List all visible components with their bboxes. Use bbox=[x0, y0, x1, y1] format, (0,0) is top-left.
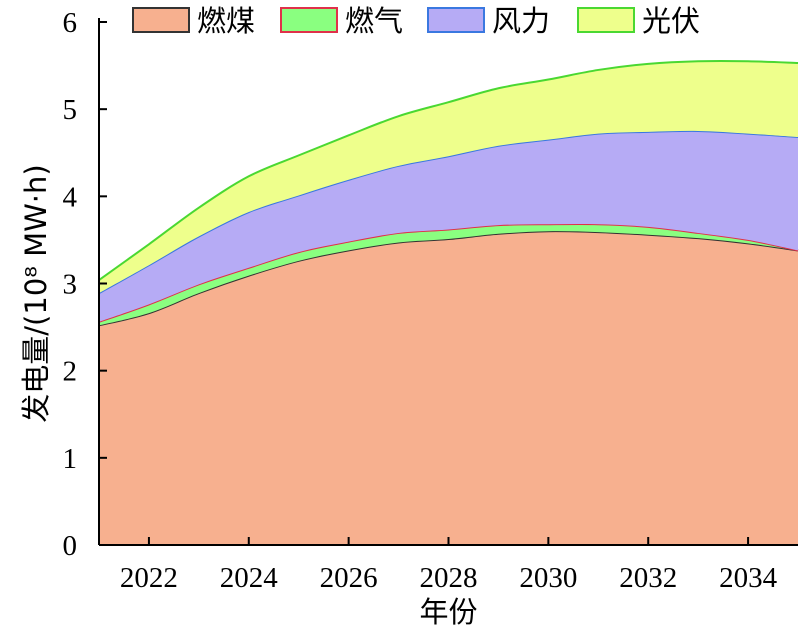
y-ticks: 0 1 2 3 4 5 6 bbox=[63, 7, 107, 562]
x-tick-label: 2024 bbox=[220, 562, 279, 594]
legend-swatch-1 bbox=[132, 7, 190, 33]
legend-swatch-2 bbox=[280, 7, 338, 33]
x-ticks: 2022 2024 2026 2028 2030 2032 2034 bbox=[120, 537, 778, 594]
area-series-3 bbox=[99, 130, 798, 322]
axes: 2022 2024 2026 2028 2030 2032 2034 0 1 2 3 4 5 6 bbox=[63, 7, 798, 594]
legend-label-4: 光伏 bbox=[642, 4, 700, 38]
x-tick-label: 2026 bbox=[320, 562, 378, 594]
y-tick-label: 1 bbox=[63, 443, 78, 475]
y-tick-label: 6 bbox=[63, 7, 78, 39]
legend-label-3: 风力 bbox=[492, 4, 550, 38]
legend: 燃煤 燃气 风力 光伏 bbox=[132, 4, 700, 38]
y-tick-label: 0 bbox=[63, 530, 78, 562]
legend-swatch-3 bbox=[427, 7, 485, 33]
legend-label-2: 燃气 bbox=[345, 4, 403, 38]
x-tick-label: 2022 bbox=[120, 562, 178, 594]
area-series-2 bbox=[99, 223, 798, 326]
x-tick-label: 2030 bbox=[519, 562, 577, 594]
area-series-1 bbox=[99, 231, 798, 545]
y-tick-label: 5 bbox=[63, 94, 78, 126]
x-tick-label: 2034 bbox=[719, 562, 778, 594]
area-series-4 bbox=[99, 60, 798, 294]
y-tick-label: 2 bbox=[63, 356, 78, 388]
y-axis-title: 发电量/(10⁸ MW·h) bbox=[19, 164, 53, 422]
legend-label-1: 燃煤 bbox=[197, 4, 255, 38]
line-series-4 bbox=[98, 59, 799, 281]
legend-swatch-4 bbox=[577, 7, 635, 33]
y-tick-label: 3 bbox=[63, 269, 78, 301]
y-tick-label: 4 bbox=[63, 181, 78, 213]
x-tick-label: 2028 bbox=[420, 562, 478, 594]
series-areas bbox=[98, 59, 799, 545]
x-tick-label: 2032 bbox=[619, 562, 677, 594]
x-axis-title: 年份 bbox=[419, 595, 477, 629]
